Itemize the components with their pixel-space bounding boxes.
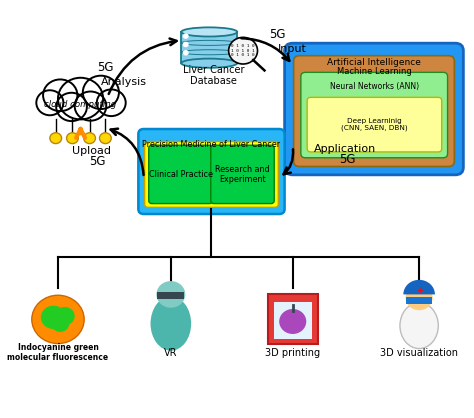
Text: 5G: 5G	[97, 61, 114, 74]
FancyBboxPatch shape	[145, 142, 278, 207]
Bar	[157, 292, 184, 299]
Circle shape	[41, 306, 66, 329]
Circle shape	[84, 133, 95, 144]
Ellipse shape	[181, 59, 237, 68]
Text: VR: VR	[164, 348, 178, 358]
Text: Research and
Experiment: Research and Experiment	[215, 165, 270, 184]
Ellipse shape	[400, 303, 438, 349]
Circle shape	[183, 34, 188, 38]
Text: Liver Cancer
Database: Liver Cancer Database	[183, 65, 245, 87]
Circle shape	[50, 133, 62, 144]
Text: 5G: 5G	[338, 153, 355, 166]
Text: cloud computing: cloud computing	[45, 100, 117, 110]
Text: Precision Medicine of Liver Cancer: Precision Medicine of Liver Cancer	[142, 140, 281, 149]
Circle shape	[55, 307, 75, 325]
Circle shape	[32, 295, 84, 344]
FancyBboxPatch shape	[149, 145, 212, 204]
Text: 5G: 5G	[269, 28, 285, 41]
FancyBboxPatch shape	[293, 56, 455, 166]
Text: 3D printing: 3D printing	[265, 348, 320, 358]
Text: Neural Networks (ANN): Neural Networks (ANN)	[329, 82, 419, 91]
Text: +: +	[416, 286, 422, 295]
Text: 3D visualization: 3D visualization	[380, 348, 458, 358]
Circle shape	[100, 133, 111, 144]
Circle shape	[183, 42, 188, 46]
Circle shape	[66, 133, 78, 144]
Text: 0 1 0 1 0
1 0 1 0 1
0 1 0 1 0: 0 1 0 1 0 1 0 1 0 1 0 1 0 1 0	[231, 44, 255, 57]
Ellipse shape	[151, 296, 191, 351]
Circle shape	[75, 92, 106, 121]
Circle shape	[36, 90, 64, 115]
Text: Analysis: Analysis	[100, 77, 146, 87]
Text: Application: Application	[313, 144, 376, 153]
Text: Artificial Intelligence: Artificial Intelligence	[327, 58, 421, 67]
Text: Indocyanine green
molecular fluorescence: Indocyanine green molecular fluorescence	[8, 343, 109, 362]
FancyBboxPatch shape	[307, 97, 442, 152]
Bar	[181, 32, 237, 63]
Circle shape	[58, 78, 103, 120]
FancyBboxPatch shape	[211, 145, 274, 204]
Bar	[274, 302, 312, 339]
Circle shape	[51, 315, 69, 332]
Ellipse shape	[181, 27, 237, 36]
Text: 5G: 5G	[90, 155, 106, 168]
Bar	[407, 297, 432, 303]
Wedge shape	[403, 280, 435, 294]
Circle shape	[97, 89, 126, 116]
FancyBboxPatch shape	[33, 82, 128, 120]
Circle shape	[406, 285, 433, 310]
Circle shape	[228, 37, 257, 64]
Circle shape	[43, 79, 77, 111]
FancyBboxPatch shape	[301, 72, 447, 158]
FancyBboxPatch shape	[284, 43, 464, 175]
Text: Machine Learning: Machine Learning	[337, 67, 411, 76]
Circle shape	[156, 281, 185, 308]
Text: Input: Input	[278, 43, 307, 54]
Text: Upload: Upload	[73, 146, 111, 155]
Text: Deep Learninig
(CNN, SAEN, DBN): Deep Learninig (CNN, SAEN, DBN)	[341, 118, 408, 131]
FancyBboxPatch shape	[138, 129, 284, 214]
Circle shape	[56, 93, 87, 121]
Circle shape	[183, 51, 188, 55]
Text: Clinical Practice: Clinical Practice	[149, 170, 213, 179]
Circle shape	[279, 309, 306, 334]
Circle shape	[83, 76, 119, 109]
Bar	[268, 294, 318, 344]
